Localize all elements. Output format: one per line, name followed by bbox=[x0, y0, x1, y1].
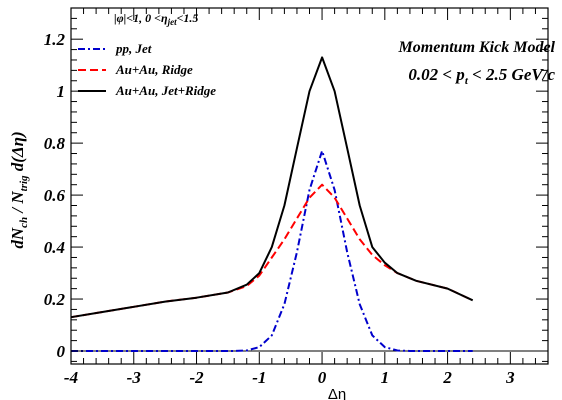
y-label-sub-trig: trig bbox=[18, 175, 30, 191]
pt-sub: t bbox=[465, 75, 469, 87]
series-layer bbox=[70, 56, 474, 352]
x-tick-label: 1 bbox=[381, 368, 390, 387]
legend-header: |φ|<1, 0 <ηjet<1.5 bbox=[114, 11, 198, 27]
legend: |φ|<1, 0 <ηjet<1.5 pp, Jet Au+Au, Ridge … bbox=[78, 11, 216, 98]
y-tick-label: 0 bbox=[57, 342, 66, 361]
y-tick-label: 0.4 bbox=[44, 238, 65, 257]
x-tick-label: -2 bbox=[189, 368, 204, 387]
x-tick-label: -3 bbox=[127, 368, 142, 387]
y-tick-label: 1.2 bbox=[44, 30, 66, 49]
ticks-layer bbox=[70, 7, 549, 364]
tick-labels-layer: -4 -3 -2 -1 0 1 2 3 0 0.2 0.4 0.6 0.8 1 1.2 bbox=[44, 30, 515, 387]
series-line-auau-jet-ridge bbox=[70, 56, 474, 319]
y-tick-label: 1 bbox=[57, 82, 66, 101]
y-tick-label: 0.8 bbox=[44, 134, 66, 153]
pt-range-annotation: 0.02 < pt < 2.5 GeV/c bbox=[408, 65, 555, 87]
y-tick-label: 0.6 bbox=[44, 186, 66, 205]
y-axis-label: dNch / Ntrig d(Δη) bbox=[8, 131, 30, 248]
y-label-sub-ch: ch bbox=[18, 217, 30, 228]
legend-label-pp-jet: pp, Jet bbox=[115, 41, 152, 56]
x-axis-label: Δη bbox=[328, 386, 346, 400]
x-tick-label: 3 bbox=[505, 368, 515, 387]
series-line-pp-jet bbox=[71, 149, 473, 352]
model-annotation: Momentum Kick Model bbox=[398, 39, 556, 56]
y-tick-label: 0.2 bbox=[44, 290, 66, 309]
legend-label-auau-jet-ridge: Au+Au, Jet+Ridge bbox=[115, 83, 216, 98]
x-tick-label: 2 bbox=[442, 368, 452, 387]
legend-label-auau-ridge: Au+Au, Ridge bbox=[115, 62, 193, 77]
legend-header-sub-jet: jet bbox=[166, 17, 177, 27]
x-tick-label: -1 bbox=[252, 368, 266, 387]
x-tick-label: 0 bbox=[318, 368, 327, 387]
x-tick-label: -4 bbox=[64, 368, 78, 387]
